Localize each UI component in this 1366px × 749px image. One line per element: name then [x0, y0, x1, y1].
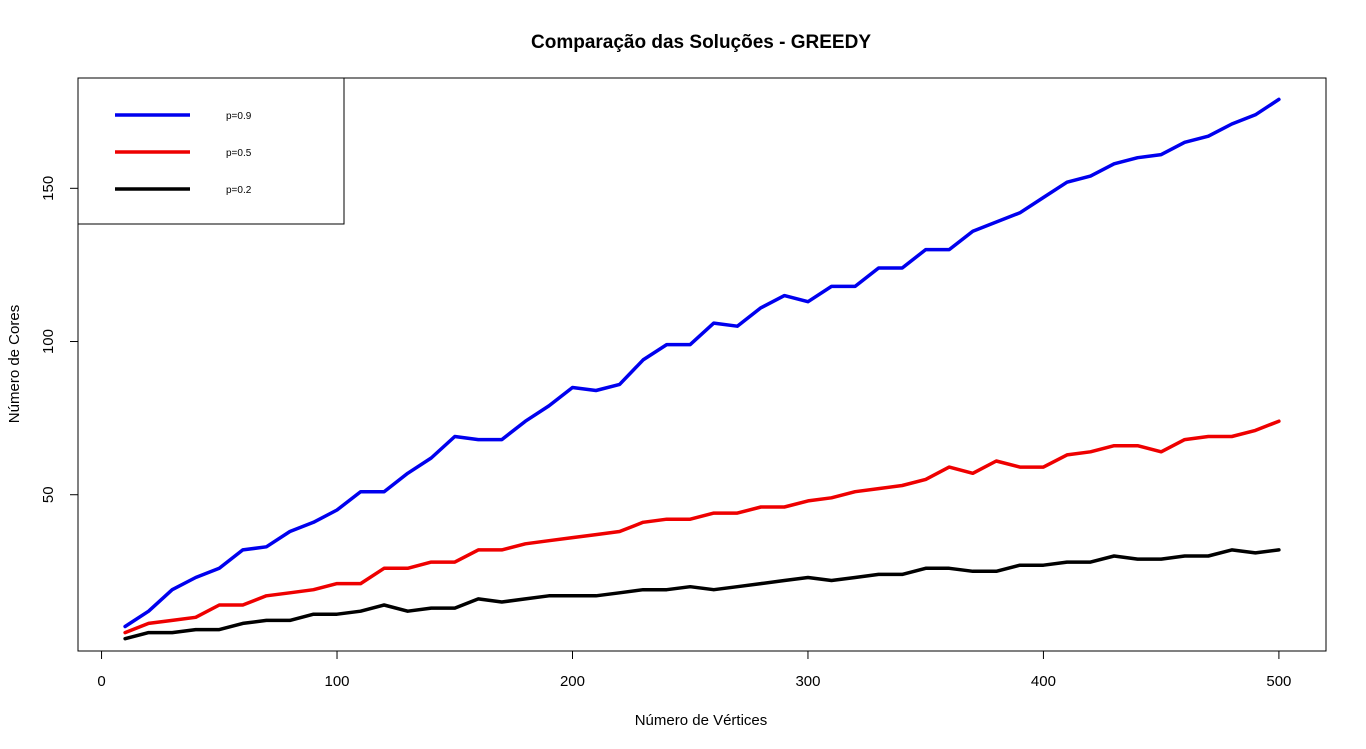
legend-items: p=0.9 p=0.5 p=0.2: [115, 111, 252, 196]
series-lines: [123, 97, 1281, 641]
x-tick-label: 300: [795, 673, 820, 690]
series-line-p=0.5: [123, 419, 1281, 635]
x-tick-label: 400: [1031, 673, 1056, 690]
x-tick-label: 500: [1266, 673, 1291, 690]
x-tick-label: 100: [325, 673, 350, 690]
legend-label: p=0.5: [226, 148, 252, 159]
x-tick-label: 200: [560, 673, 585, 690]
series-line-p=0.2: [123, 548, 1281, 641]
y-tick-label: 100: [40, 329, 57, 354]
legend-label: p=0.2: [226, 185, 252, 196]
chart-title: Comparação das Soluções - GREEDY: [531, 32, 871, 53]
x-axis-label: Número de Vértices: [635, 712, 768, 729]
y-tick-label: 150: [40, 176, 57, 201]
x-tick-label: 0: [97, 673, 105, 690]
axes: 0 100 200 300 400 500 50 100 150: [40, 176, 1291, 690]
y-axis-label: Número de Cores: [6, 305, 23, 423]
legend-label: p=0.9: [226, 111, 252, 122]
series-line-p=0.9: [123, 97, 1281, 629]
legend: p=0.9 p=0.5 p=0.2: [77, 77, 345, 225]
y-tick-label: 50: [40, 486, 57, 503]
